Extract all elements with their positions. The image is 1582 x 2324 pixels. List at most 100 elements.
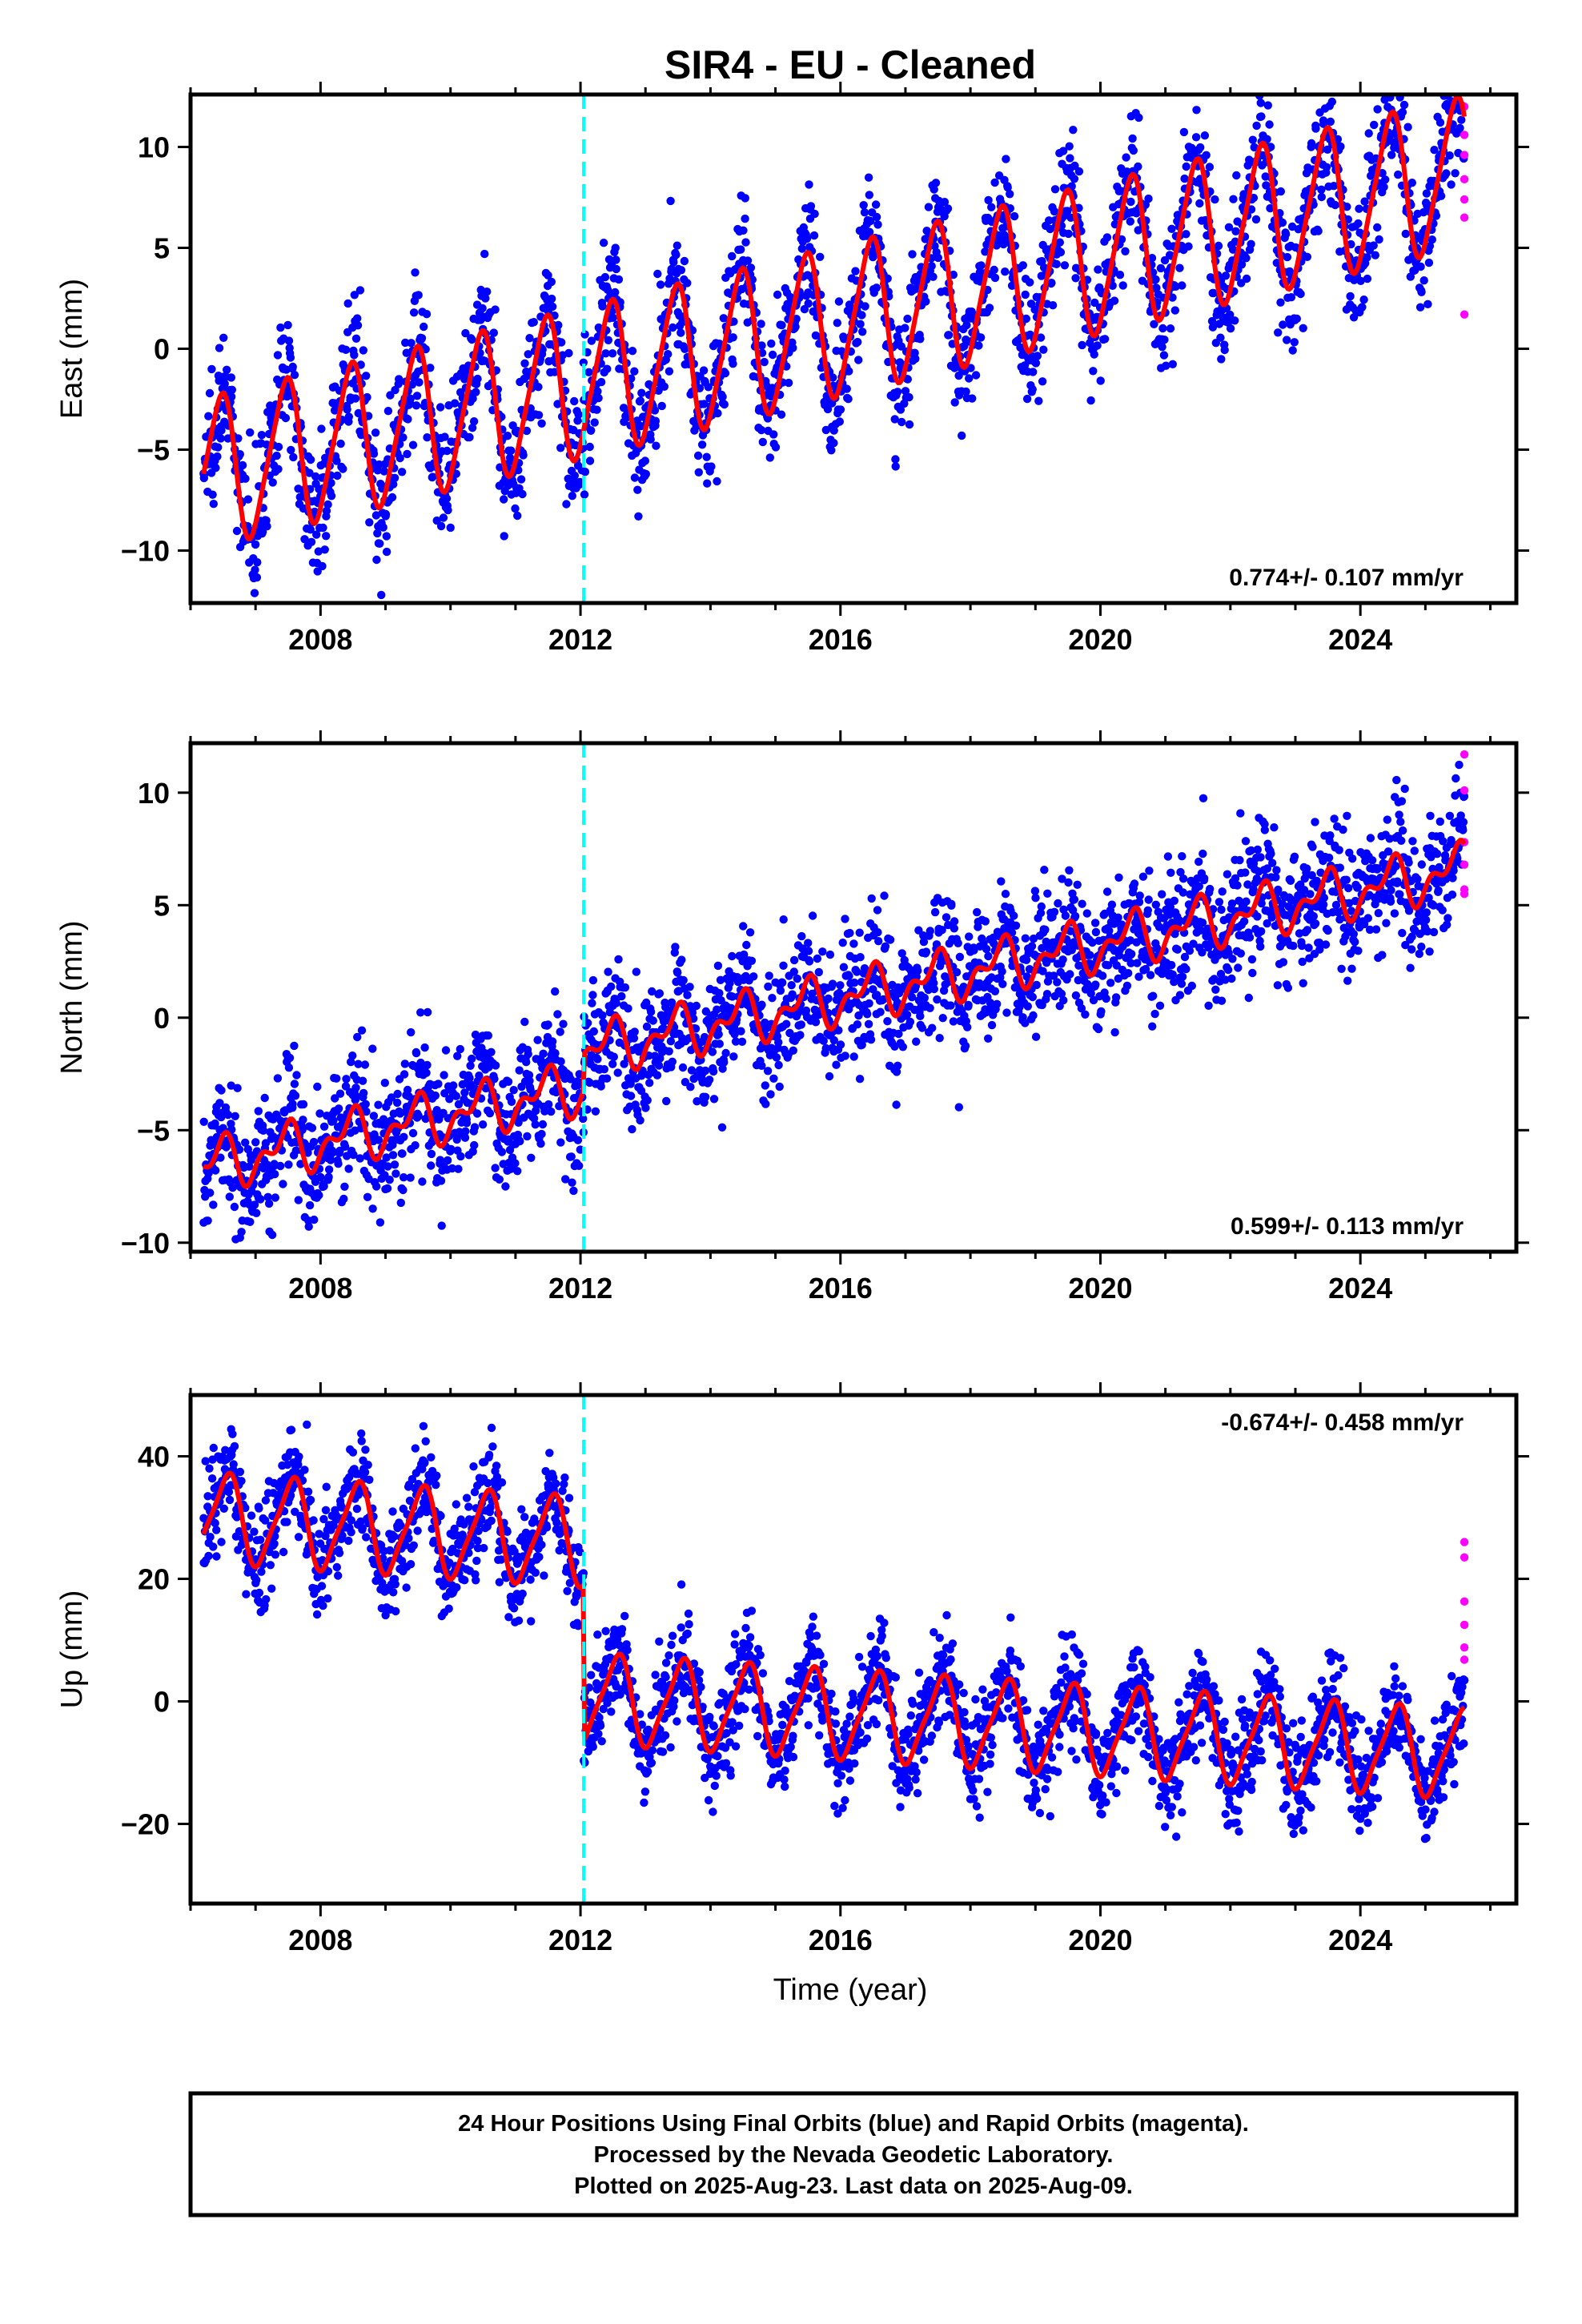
east-final-orbit-point (757, 320, 765, 328)
north-final-orbit-point (319, 1122, 329, 1132)
north-final-orbit-point (374, 1136, 383, 1144)
north-final-orbit-point (1256, 853, 1265, 862)
north-final-orbit-point (1217, 996, 1227, 1005)
east-final-orbit-point (903, 314, 912, 324)
east-final-orbit-point (209, 500, 218, 509)
east-final-orbit-point (483, 287, 492, 296)
east-final-orbit-point (341, 345, 351, 354)
east-final-orbit-point (585, 442, 594, 452)
east-final-orbit-point (741, 194, 749, 203)
east-final-orbit-point (1252, 121, 1261, 131)
east-final-orbit-point (1247, 205, 1256, 214)
north-final-orbit-point (728, 992, 737, 1001)
north-final-orbit-point (808, 911, 817, 920)
north-final-orbit-point (1021, 1019, 1030, 1027)
east-final-orbit-point (707, 462, 716, 471)
east-final-orbit-point (238, 460, 247, 470)
north-final-orbit-point (420, 1043, 429, 1052)
east-final-orbit-point (1102, 233, 1112, 242)
north-final-orbit-point (470, 1140, 479, 1150)
north-final-orbit-point (400, 1059, 409, 1068)
north-final-orbit-point (233, 1084, 242, 1092)
east-final-orbit-point (713, 476, 721, 486)
east-final-orbit-point (399, 433, 408, 442)
east-final-orbit-point (491, 305, 500, 314)
north-final-orbit-point (880, 891, 889, 900)
north-final-orbit-point (271, 1170, 279, 1179)
east-final-orbit-point (1276, 187, 1286, 196)
east-final-orbit-point (741, 214, 749, 223)
north-final-orbit-point (1247, 846, 1255, 855)
north-final-orbit-point (1253, 845, 1263, 854)
east-final-orbit-point (307, 537, 316, 546)
north-final-orbit-point (1029, 934, 1038, 943)
north-final-orbit-point (1263, 864, 1272, 873)
north-final-orbit-point (579, 1114, 588, 1124)
east-final-orbit-point (570, 396, 579, 406)
north-final-orbit-point (642, 1022, 652, 1031)
east-final-orbit-point (389, 480, 398, 489)
east-final-orbit-point (377, 590, 386, 600)
north-final-orbit-point (955, 952, 965, 962)
north-final-orbit-point (418, 1177, 427, 1186)
north-final-orbit-point (787, 981, 796, 990)
north-final-orbit-point (1170, 896, 1179, 906)
east-final-orbit-point (694, 468, 703, 476)
east-final-orbit-point (1034, 396, 1043, 405)
east-final-orbit-point (423, 433, 432, 442)
east-final-orbit-point (834, 297, 844, 306)
east-final-orbit-point (1207, 316, 1217, 326)
north-final-orbit-point (230, 1202, 239, 1212)
north-final-orbit-point (1070, 895, 1079, 904)
north-final-orbit-point (436, 1156, 444, 1164)
east-final-orbit-point (1424, 258, 1434, 267)
north-final-orbit-point (885, 935, 895, 944)
east-final-orbit-point (415, 378, 424, 387)
east-final-orbit-point (440, 432, 449, 441)
north-final-orbit-point (491, 1164, 500, 1172)
east-final-orbit-point (372, 555, 381, 565)
east-final-orbit-point (757, 348, 767, 357)
east-final-orbit-point (1423, 300, 1432, 308)
east-final-orbit-point (908, 250, 917, 259)
north-final-orbit-point (400, 1132, 408, 1142)
north-final-orbit-point (693, 1097, 701, 1106)
north-final-orbit-point (303, 1148, 312, 1157)
east-final-orbit-point (872, 212, 881, 222)
east-final-orbit-point (525, 334, 534, 343)
east-final-orbit-point (284, 336, 294, 345)
east-final-orbit-point (1118, 281, 1127, 290)
east-final-orbit-point (1170, 306, 1180, 315)
east-final-orbit-point (286, 353, 295, 362)
east-final-orbit-point (452, 469, 460, 478)
north-final-orbit-point (1130, 879, 1139, 888)
north-final-orbit-point (261, 1139, 271, 1148)
east-final-orbit-point (363, 392, 371, 402)
east-final-orbit-point (554, 320, 563, 330)
north-final-orbit-point (845, 971, 853, 980)
east-final-orbit-point (586, 426, 596, 435)
north-final-orbit-point (950, 917, 959, 926)
east-final-orbit-point (1115, 271, 1125, 279)
east-final-orbit-point (585, 456, 595, 465)
east-final-orbit-point (353, 321, 363, 330)
north-final-orbit-point (399, 1185, 408, 1195)
north-final-orbit-point (821, 1043, 830, 1053)
north-final-orbit-point (921, 947, 931, 956)
east-final-orbit-point (844, 395, 853, 404)
north-final-orbit-point (952, 967, 962, 977)
north-final-orbit-point (731, 1037, 741, 1046)
north-final-orbit-point (437, 1221, 446, 1230)
north-final-orbit-point (1256, 942, 1265, 951)
north-final-orbit-point (556, 1027, 564, 1036)
east-final-orbit-point (1326, 117, 1335, 127)
east-final-orbit-point (213, 452, 222, 461)
north-final-orbit-point (271, 1193, 279, 1202)
north-final-orbit-point (1102, 994, 1110, 1003)
north-final-orbit-point (828, 979, 837, 988)
north-final-orbit-point (1070, 911, 1080, 921)
north-final-orbit-point (567, 1152, 576, 1161)
north-final-orbit-point (294, 1196, 303, 1204)
north-final-orbit-point (630, 1027, 639, 1036)
north-final-orbit-point (1173, 945, 1182, 954)
